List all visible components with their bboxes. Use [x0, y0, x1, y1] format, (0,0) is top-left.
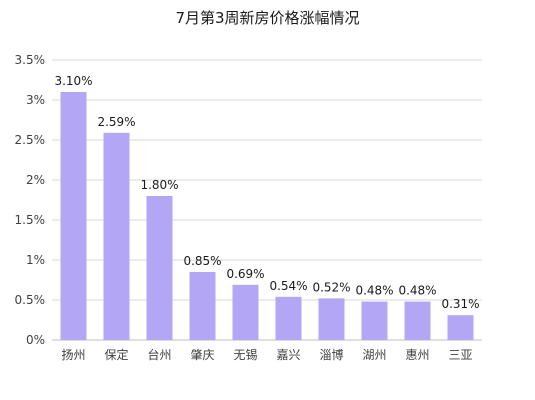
bar: [447, 315, 474, 340]
x-tick-label: 肇庆: [190, 347, 214, 362]
x-tick-label: 无锡: [233, 347, 257, 362]
data-label: 0.54%: [269, 279, 307, 293]
x-tick-label: 保定: [104, 347, 128, 362]
chart-title: 7月第3周新房价格涨幅情况: [175, 9, 360, 27]
bar: [318, 298, 345, 340]
data-label: 2.59%: [97, 115, 135, 129]
bar: [361, 301, 388, 340]
data-label: 1.80%: [140, 178, 178, 192]
bar: [146, 196, 173, 340]
y-tick-label: 0%: [26, 333, 45, 347]
y-tick-label: 2%: [26, 173, 45, 187]
x-tick-label: 嘉兴: [276, 348, 300, 362]
x-tick-label: 三亚: [448, 348, 472, 362]
x-tick-label: 台州: [147, 347, 171, 362]
y-tick-label: 3.5%: [15, 53, 46, 67]
data-label: 0.69%: [226, 267, 264, 281]
data-label: 0.85%: [183, 254, 221, 268]
data-label: 0.31%: [441, 297, 479, 311]
x-tick-label: 扬州: [61, 347, 85, 362]
y-tick-label: 3%: [26, 93, 45, 107]
x-tick-label: 惠州: [405, 348, 429, 362]
y-tick-label: 1.5%: [15, 213, 46, 227]
y-tick-label: 1%: [26, 253, 45, 267]
bar: [103, 132, 130, 340]
bar: [232, 284, 259, 340]
bar: [404, 301, 431, 340]
x-tick-label: 湖州: [362, 347, 386, 362]
y-tick-label: 0.5%: [15, 293, 46, 307]
data-label: 0.48%: [398, 284, 436, 298]
data-label: 0.52%: [312, 280, 350, 294]
bar: [60, 92, 87, 340]
data-label: 0.48%: [355, 284, 393, 298]
x-tick-label: 淄博: [319, 347, 343, 362]
bar: [189, 272, 216, 340]
bar: [275, 296, 302, 340]
data-label: 3.10%: [54, 74, 92, 88]
y-tick-label: 2.5%: [15, 133, 46, 147]
